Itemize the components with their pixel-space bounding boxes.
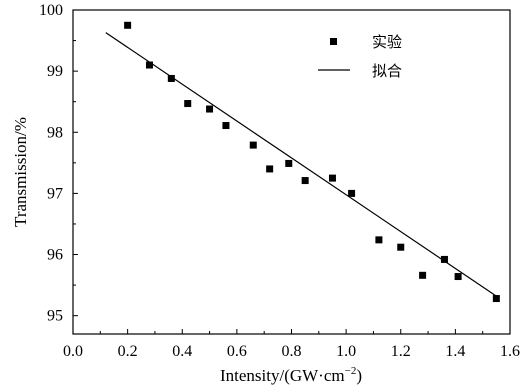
x-tick-label-7: 1.4 xyxy=(445,343,465,360)
data-point-12 xyxy=(375,236,383,244)
legend-marker-experiment xyxy=(330,38,337,45)
y-tick-label-2: 97 xyxy=(47,185,63,202)
fit-line-layer xyxy=(105,32,497,297)
data-point-2 xyxy=(167,74,175,82)
y-tick-label-3: 98 xyxy=(47,124,63,141)
fit-line xyxy=(105,32,497,297)
data-point-3 xyxy=(184,100,192,108)
data-point-8 xyxy=(285,159,293,167)
data-point-5 xyxy=(222,122,230,130)
x-axis-ticks: 0.0 0.2 0.4 0.6 0.8 1.0 1.2 1.4 1.6 xyxy=(63,329,520,360)
legend-label-experiment: 实验 xyxy=(372,33,402,51)
data-point-10 xyxy=(328,174,336,182)
data-point-0 xyxy=(124,21,132,29)
x-axis-title-close: ) xyxy=(356,366,362,385)
data-point-16 xyxy=(454,273,462,281)
data-point-13 xyxy=(397,243,405,251)
x-tick-label-3: 0.6 xyxy=(227,343,247,360)
x-axis-title: Intensity/(GW·cm−2) xyxy=(220,365,362,385)
y-tick-label-1: 96 xyxy=(47,247,63,264)
data-point-4 xyxy=(206,105,214,113)
x-tick-label-5: 1.0 xyxy=(336,343,356,360)
legend: 实验 拟合 xyxy=(318,33,402,80)
data-point-9 xyxy=(301,177,309,185)
plot-frame xyxy=(72,9,511,335)
data-point-6 xyxy=(249,141,257,149)
y-tick-label-0: 95 xyxy=(47,308,63,325)
data-point-1 xyxy=(145,61,153,69)
y-axis-ticks: 95 96 97 98 99 100 xyxy=(39,2,78,325)
data-point-11 xyxy=(348,189,356,197)
y-tick-label-5: 100 xyxy=(39,2,63,19)
x-tick-label-4: 0.8 xyxy=(282,343,302,360)
data-point-7 xyxy=(266,165,274,173)
x-tick-label-1: 0.2 xyxy=(118,343,138,360)
x-tick-label-0: 0.0 xyxy=(63,343,83,360)
legend-label-fit: 拟合 xyxy=(372,62,402,80)
data-point-15 xyxy=(440,255,448,263)
y-axis-title: Transmission/% xyxy=(11,117,30,227)
x-tick-label-2: 0.4 xyxy=(172,343,192,360)
x-tick-label-8: 1.6 xyxy=(500,343,520,360)
x-axis-title-main: Intensity/(GW·cm xyxy=(220,366,345,385)
data-point-14 xyxy=(419,271,427,279)
y-tick-label-4: 99 xyxy=(47,63,63,80)
data-point-17 xyxy=(492,295,500,303)
x-axis-title-exponent: −2 xyxy=(345,365,357,377)
plot-area xyxy=(72,9,511,335)
x-tick-label-6: 1.2 xyxy=(391,343,411,360)
data-markers-layer xyxy=(124,21,500,303)
